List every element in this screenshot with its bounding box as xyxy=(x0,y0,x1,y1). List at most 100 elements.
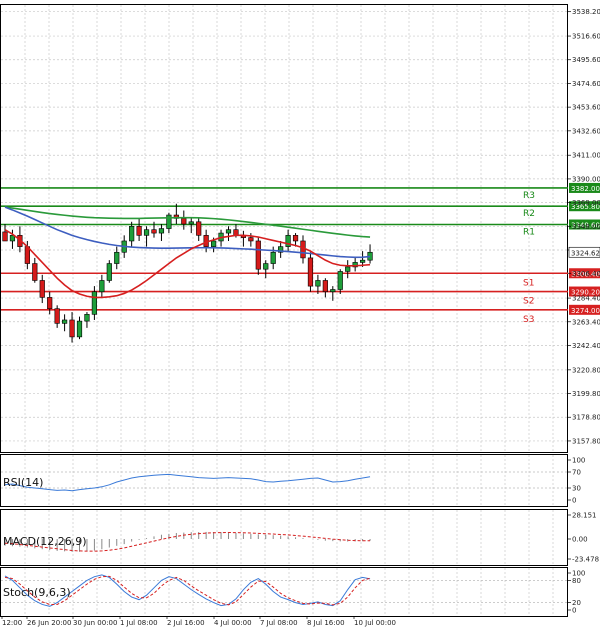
candle-bullish xyxy=(345,266,351,272)
level-price-label: 3365.80 xyxy=(571,203,600,211)
time-tick-label: 12:00 xyxy=(2,619,22,627)
candle-bearish xyxy=(322,280,328,293)
price-axis: 3538.20 3516.60 3495.60 3474.60 3453.60 3432.… xyxy=(568,8,600,445)
time-tick-label: 10 Jul 00:00 xyxy=(354,619,396,627)
level-name-s3: S3 xyxy=(523,315,534,325)
candle-bearish xyxy=(39,280,45,298)
candle-bullish xyxy=(352,262,358,268)
level-price-label: 3349.60 xyxy=(571,222,600,230)
candle-bullish xyxy=(99,280,105,293)
rsi-line xyxy=(4,473,371,492)
candle-bearish xyxy=(32,263,38,281)
candle-bullish xyxy=(211,240,217,247)
candle-bullish xyxy=(158,228,165,234)
current-price-box xyxy=(568,246,600,258)
candle-bullish xyxy=(143,229,150,236)
indicator-tick-label: 80 xyxy=(572,577,581,585)
price-tick-label: 3390.00 xyxy=(572,175,600,183)
ma-line-ma-fast xyxy=(4,229,371,299)
indicator-tick-label: 0 xyxy=(572,607,576,615)
rsi-label: RSI(14) xyxy=(3,476,43,489)
candle-bullish xyxy=(114,251,120,264)
candle-bearish xyxy=(300,240,306,259)
level-price-box xyxy=(569,304,600,315)
indicator-tick-label: 100 xyxy=(572,457,585,465)
price-tick-label: 3411.00 xyxy=(572,152,600,160)
candle-bullish xyxy=(9,235,16,242)
level-name-s2: S2 xyxy=(523,297,534,307)
price-tick-label: 3263.40 xyxy=(572,318,600,326)
level-price-box xyxy=(569,219,600,230)
candle-bullish xyxy=(91,291,97,315)
candle-bearish xyxy=(47,297,53,309)
price-tick-label: 3220.80 xyxy=(572,366,600,374)
grid-lines xyxy=(1,5,567,616)
macd-label: MACD(12,26,9) xyxy=(3,535,87,548)
stoch-d-line xyxy=(4,575,371,606)
price-tick-label: 3199.80 xyxy=(572,390,600,398)
candle-bearish xyxy=(69,319,75,338)
price-tick-label: 3495.60 xyxy=(572,56,600,64)
candle-bearish xyxy=(2,231,8,242)
stoch-label: Stoch(9,6,3) xyxy=(3,586,71,599)
candle-bearish xyxy=(292,235,299,242)
rsi-frame xyxy=(0,454,568,507)
candle-bullish xyxy=(285,235,291,247)
level-price-box xyxy=(569,182,600,193)
price-tick-label: 3157.80 xyxy=(572,437,600,445)
time-tick-label: 26 Jun 20:00 xyxy=(27,619,71,627)
candle-bullish xyxy=(278,246,284,253)
macd-frame xyxy=(0,509,568,566)
ma-line-ma-medium xyxy=(4,206,371,259)
candle-bullish xyxy=(129,226,135,242)
candle-bullish xyxy=(359,259,366,263)
indicator-tick-label: -23.478 xyxy=(572,556,599,564)
candle-bullish xyxy=(330,289,336,293)
price-tick-label: 3453.60 xyxy=(572,104,600,112)
candle-bearish xyxy=(54,308,60,324)
candle-bearish xyxy=(248,237,254,242)
stoch-frame xyxy=(0,567,568,617)
level-name-s1: S1 xyxy=(523,278,534,288)
time-tick-label: 8 Jul 16:00 xyxy=(307,619,345,627)
indicator-tick-label: 30 xyxy=(572,485,581,493)
indicator-tick-label: 0 xyxy=(572,497,576,505)
level-price-box xyxy=(569,268,600,279)
time-tick-label: 30 Jun 00:00 xyxy=(73,619,117,627)
ma-line-ma-slow xyxy=(4,206,371,238)
price-tick-label: 3432.60 xyxy=(572,127,600,135)
level-price-label: 3306.40 xyxy=(571,270,600,278)
level-price-label: 3290.20 xyxy=(571,289,600,297)
time-tick-label: 2 Jul 16:00 xyxy=(167,619,205,627)
indicator-tick-label: 100 xyxy=(572,570,585,578)
candle-bearish xyxy=(181,218,187,225)
candle-bearish xyxy=(136,226,142,236)
candle-bullish xyxy=(188,221,194,225)
price-tick-label: 3348.00 xyxy=(572,223,600,231)
candle-bearish xyxy=(196,221,202,236)
candle-bearish xyxy=(307,257,314,287)
main-frame xyxy=(0,4,568,453)
candle-bullish xyxy=(84,314,90,322)
price-tick-label: 3284.40 xyxy=(572,295,600,303)
indicator-tick-label: 20 xyxy=(572,599,581,607)
level-name-r3: R3 xyxy=(523,191,535,201)
candle-bullish xyxy=(76,320,83,338)
candle-bullish xyxy=(61,319,68,324)
candle-bullish xyxy=(106,263,112,281)
price-tick-label: 3516.60 xyxy=(572,33,600,41)
time-tick-label: 1 Jul 08:00 xyxy=(120,619,158,627)
candle-bearish xyxy=(233,229,239,236)
price-tick-label: 3538.20 xyxy=(572,8,600,16)
level-price-box xyxy=(569,286,600,297)
price-tick-label: 3178.80 xyxy=(572,414,600,422)
time-axis: 12:00 26 Jun 20:00 30 Jun 00:00 1 Jul 08:00… xyxy=(1,616,396,627)
level-name-r1: R1 xyxy=(523,228,535,238)
price-tick-label: 3369.00 xyxy=(572,199,600,207)
candle-bearish xyxy=(151,229,157,234)
panel-frames xyxy=(0,4,568,617)
rsi-panel: 100 70 30 0 RSI(14) xyxy=(1,457,585,505)
level-name-r2: R2 xyxy=(523,209,535,219)
